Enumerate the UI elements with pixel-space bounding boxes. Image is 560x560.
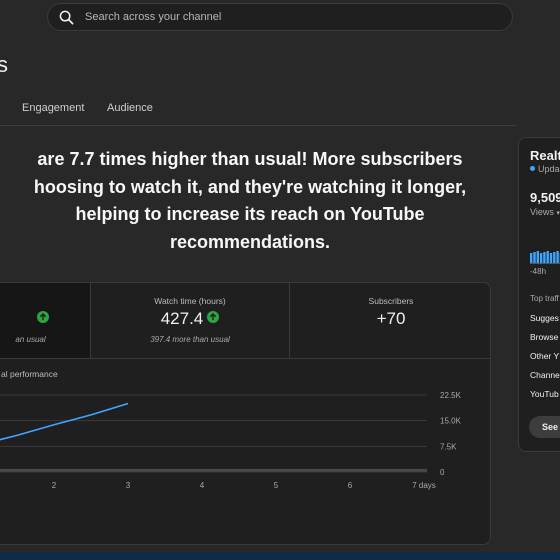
tabs-divider	[0, 125, 516, 126]
series-line	[0, 402, 129, 441]
headline-line-4: recommendations.	[169, 231, 331, 252]
metric-watch-time-sub: 397.4 more than usual	[150, 335, 230, 344]
x-tick-label: 7 days	[412, 481, 436, 490]
realtime-card: Realti Upda 9,509 Views ▾ -48h Top traff…	[518, 137, 560, 452]
traffic-source-item: Sugges	[530, 313, 559, 323]
headline-line-2: hoosing to watch it, and they're watchin…	[33, 176, 467, 197]
insight-headline: are 7.7 times higher than usual! More su…	[0, 146, 540, 256]
realtime-bar	[533, 252, 536, 263]
y-tick-label: 0	[440, 468, 445, 477]
metric-views[interactable]: an usual	[0, 283, 90, 358]
realtime-bar	[543, 252, 546, 263]
realtime-bar	[553, 252, 556, 263]
realtime-views-value: 9,509	[530, 190, 560, 205]
trend-up-icon	[207, 311, 220, 323]
x-tick-label: 2	[52, 481, 57, 490]
performance-chart: 22.5K 15.0K 7.5K 0 2 3 4 5 6 7 days	[0, 391, 462, 490]
top-traffic-label: Top traff	[530, 294, 559, 303]
realtime-views-label: Views ▾	[530, 207, 560, 217]
realtime-bar	[556, 251, 559, 263]
page-title: s	[0, 52, 8, 77]
x-tick-label: 6	[348, 481, 353, 490]
realtime-hours: -48h	[530, 267, 547, 276]
x-tick-label: 5	[274, 481, 279, 490]
search-input[interactable]	[83, 10, 467, 24]
traffic-source-item: Channe	[530, 370, 560, 380]
x-tick-label: 3	[126, 481, 131, 490]
metric-watch-time-label: Watch time (hours)	[154, 296, 226, 306]
search-bar[interactable]	[47, 3, 513, 31]
y-tick-label: 22.5K	[440, 391, 462, 400]
metric-subscribers-label: Subscribers	[368, 296, 414, 306]
realtime-bar	[530, 253, 533, 263]
metric-subscribers-value: +70	[376, 309, 406, 328]
realtime-bar	[546, 251, 549, 263]
realtime-bars	[530, 251, 560, 263]
metric-watch-time-value: 427.4	[160, 309, 204, 328]
traffic-source-item: Browse	[530, 332, 559, 342]
metrics-card: an usual Watch time (hours) 427.4 397.4 …	[0, 282, 491, 545]
realtime-baseline	[530, 263, 560, 264]
realtime-title: Realti	[530, 148, 560, 163]
headline-line-3: helping to increase its reach on YouTube	[75, 204, 425, 224]
y-tick-label: 7.5K	[440, 442, 457, 451]
x-tick-label: 4	[200, 481, 205, 490]
y-tick-label: 15.0K	[440, 417, 462, 426]
live-dot-icon	[530, 166, 535, 171]
realtime-updating: Upda	[538, 164, 560, 174]
traffic-source-item: YouTub	[530, 389, 559, 399]
realtime-bar	[549, 253, 553, 263]
see-more-button[interactable]: See m	[529, 416, 560, 438]
metric-views-sub: an usual	[15, 335, 46, 344]
chart-caption: al performance	[1, 369, 58, 379]
metric-watch-time[interactable]: Watch time (hours) 427.4 397.4 more than…	[90, 283, 290, 358]
taskbar-strip	[0, 552, 560, 560]
realtime-bar	[539, 253, 543, 263]
typical-range-band	[0, 468, 427, 472]
metric-subscribers[interactable]: Subscribers +70	[290, 283, 490, 358]
realtime-status: Upda	[530, 164, 560, 174]
tab-audience[interactable]: Audience	[107, 102, 153, 114]
trend-up-icon	[36, 311, 49, 323]
card-divider	[0, 358, 490, 359]
tab-engagement[interactable]: Engagement	[22, 102, 85, 114]
headline-line-1: are 7.7 times higher than usual! More su…	[37, 149, 463, 169]
search-icon	[59, 10, 74, 24]
realtime-bar	[536, 251, 539, 263]
traffic-source-item: Other Y	[530, 351, 560, 361]
